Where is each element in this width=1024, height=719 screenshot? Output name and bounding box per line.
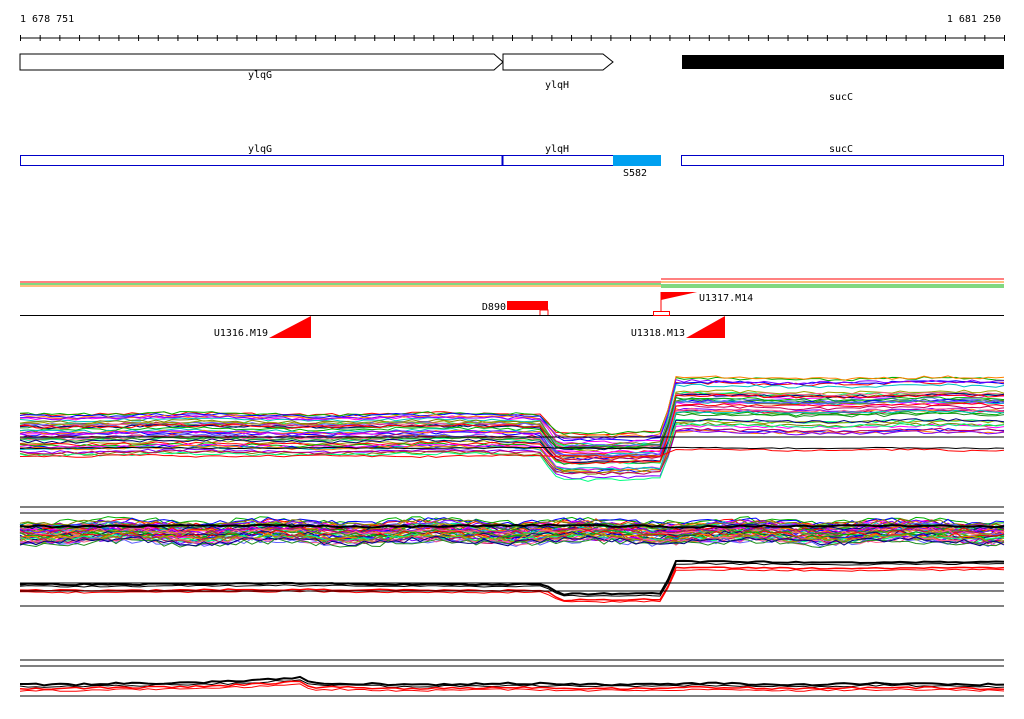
expression-trace: [19, 679, 1005, 689]
expression-trace: [19, 566, 1005, 602]
annotation-label-sucC: sucC: [829, 144, 853, 155]
expression-trace-red: [19, 448, 1005, 459]
expression-trace: [19, 378, 1005, 440]
promoter-track: D890 U1317.M14 U1316.M19 U1318.M13: [20, 292, 1004, 339]
marker-U1317-M14[interactable]: [661, 292, 697, 300]
marker-D890[interactable]: [507, 301, 548, 310]
expression-panel-4: [19, 659, 1005, 697]
expression-trace: [19, 516, 1005, 527]
expression-trace: [19, 562, 1004, 597]
expression-trace: [19, 683, 1005, 692]
expression-trace: [19, 375, 1005, 439]
gene-label-sucC: sucC: [829, 92, 853, 103]
marker-U1316-M19[interactable]: [269, 316, 311, 338]
expression-trace: [19, 418, 1005, 464]
gene-arrow-sucC[interactable]: [682, 55, 1004, 69]
marker-label-U1318-M13: U1318.M13: [631, 328, 685, 339]
expression-trace: [19, 392, 1005, 447]
coord-start-label: 1 678 751: [20, 14, 74, 25]
expression-trace: [19, 422, 1005, 475]
expression-trace: [20, 675, 1005, 687]
expression-trace: [19, 535, 1005, 547]
expression-trace-black: [19, 446, 1005, 450]
marker-label-U1317-M14: U1317.M14: [699, 293, 753, 304]
expression-trace: [19, 380, 1005, 436]
expression-trace: [19, 392, 1005, 451]
expression-trace: [20, 568, 1005, 604]
annotation-label-ylqG: ylqG: [248, 144, 272, 155]
annotation-box-sucC[interactable]: [681, 155, 1004, 166]
expression-trace: [19, 389, 1005, 452]
marker-label-D890: D890: [482, 302, 506, 313]
marker-label-U1316-M19: U1316.M19: [214, 328, 268, 339]
expression-panel-2: [19, 506, 1005, 549]
gene-track: ylqG ylqH sucC: [19, 53, 1004, 103]
expression-trace: [19, 396, 1005, 451]
expression-trace: [19, 383, 1005, 447]
annotation-label-S582: S582: [623, 168, 647, 179]
annotation-box-ylqH[interactable]: [502, 155, 614, 166]
gene-arrow-ylqG[interactable]: [19, 53, 504, 71]
expression-trace: [19, 376, 1005, 436]
coordinate-ruler: [20, 35, 1005, 41]
expression-trace: [19, 680, 1005, 691]
signal-lines-top: [20, 278, 1004, 288]
expression-trace: [19, 427, 1005, 476]
expression-trace: [19, 526, 1005, 537]
expression-trace-black: [19, 523, 1005, 529]
annotation-label-ylqH: ylqH: [545, 144, 569, 155]
expression-trace: [19, 429, 1005, 480]
expression-trace: [19, 393, 1005, 455]
expression-trace: [19, 423, 1005, 471]
gene-label-ylqG: ylqG: [248, 70, 272, 81]
annotation-track: ylqG ylqH sucC S582: [20, 144, 1004, 179]
expression-panel-3: [19, 559, 1005, 607]
annotation-highlight-S582[interactable]: [613, 155, 661, 166]
expression-trace: [19, 412, 1005, 465]
marker-U1318-M13[interactable]: [686, 316, 725, 338]
annotation-box-ylqG[interactable]: [20, 155, 503, 166]
gene-label-ylqH: ylqH: [545, 80, 569, 91]
expression-trace: [19, 559, 1005, 596]
coord-end-label: 1 681 250: [947, 14, 1001, 25]
gene-arrow-ylqH[interactable]: [502, 53, 614, 71]
expression-panel-1: [19, 375, 1005, 482]
